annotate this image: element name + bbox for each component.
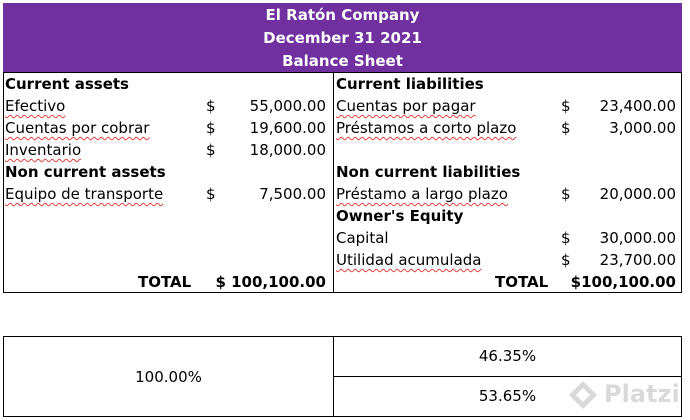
company-name: El Ratón Company xyxy=(265,6,420,24)
assets-total-value: $ 100,100.00 xyxy=(215,273,326,291)
noncurrent-liabilities-heading: Non current liabilities xyxy=(336,163,521,181)
equity-currency: $ xyxy=(561,229,571,247)
equity-amount: 23,700.00 xyxy=(599,251,676,269)
asset-label: Inventario xyxy=(5,141,82,159)
liability-amount: 3,000.00 xyxy=(609,119,676,137)
assets-total-label: TOTAL xyxy=(138,273,192,291)
assets-percent: 100.00% xyxy=(135,368,202,386)
asset-currency: $ xyxy=(206,97,216,115)
report-title: Balance Sheet xyxy=(282,52,403,70)
asset-currency: $ xyxy=(206,141,216,159)
asset-amount: 19,600.00 xyxy=(249,119,326,137)
asset-label: Equipo de transporte xyxy=(5,185,164,203)
equity-percent: 53.65% xyxy=(478,387,537,405)
percent-table-row-divider xyxy=(333,376,681,377)
liability-currency: $ xyxy=(561,185,571,203)
asset-amount: 18,000.00 xyxy=(249,141,326,159)
current-assets-heading: Current assets xyxy=(5,75,129,93)
noncurrent-assets-heading: Non current assets xyxy=(5,163,166,181)
equity-currency: $ xyxy=(561,251,571,269)
report-date: December 31 2021 xyxy=(263,29,422,47)
platzi-logo-icon xyxy=(569,381,597,409)
equity-amount: 30,000.00 xyxy=(599,229,676,247)
asset-label: Efectivo xyxy=(5,97,66,115)
platzi-watermark: Platzi xyxy=(566,378,686,414)
asset-currency: $ xyxy=(206,119,216,137)
current-liabilities-heading: Current liabilities xyxy=(336,75,484,93)
liability-currency: $ xyxy=(561,97,571,115)
balance-sheet-header: El Ratón Company December 31 2021 Balanc… xyxy=(3,3,682,72)
liabilities-total-label: TOTAL xyxy=(495,273,549,291)
balance-table xyxy=(3,72,682,293)
liability-currency: $ xyxy=(561,119,571,137)
liability-label: Cuentas por pagar xyxy=(336,97,476,115)
liability-amount: 23,400.00 xyxy=(599,97,676,115)
equity-label: Capital xyxy=(336,229,389,247)
liabilities-percent: 46.35% xyxy=(478,347,537,365)
liability-label: Préstamos a corto plazo xyxy=(336,119,517,137)
platzi-watermark-text: Platzi xyxy=(604,380,680,408)
liability-label: Préstamo a largo plazo xyxy=(336,185,508,203)
equity-label: Utilidad acumulada xyxy=(336,251,482,269)
asset-currency: $ xyxy=(206,185,216,203)
asset-amount: 55,000.00 xyxy=(249,97,326,115)
percent-table xyxy=(3,336,682,417)
liability-amount: 20,000.00 xyxy=(599,185,676,203)
asset-amount: 7,500.00 xyxy=(259,185,326,203)
balance-table-divider xyxy=(333,72,334,292)
asset-label: Cuentas por cobrar xyxy=(5,119,150,137)
owners-equity-heading: Owner's Equity xyxy=(336,207,464,225)
liabilities-total-value: $100,100.00 xyxy=(570,273,676,291)
